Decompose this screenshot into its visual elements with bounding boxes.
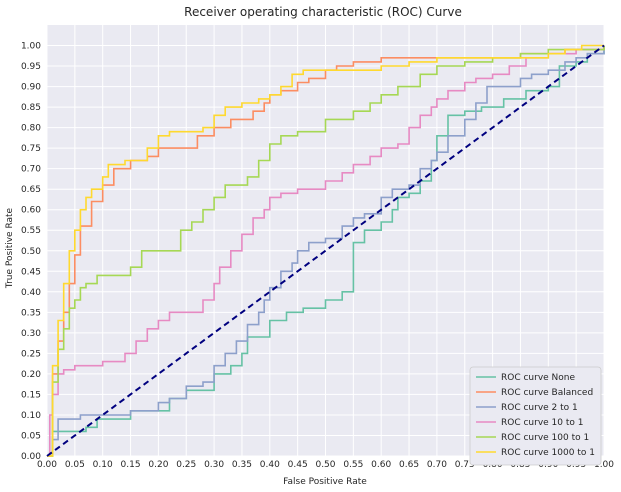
legend-label: ROC curve 100 to 1 (501, 433, 589, 443)
diagonal-reference-line (46, 44, 605, 457)
y-tick-label: 0.80 (21, 124, 41, 134)
y-tick-label: 1.00 (21, 42, 41, 52)
x-tick-label: 0.15 (121, 460, 141, 470)
y-tick-label: 0.95 (21, 62, 41, 72)
x-tick-label: 0.40 (260, 460, 280, 470)
x-tick-label: 0.00 (37, 460, 57, 470)
legend-label: ROC curve 2 to 1 (501, 403, 578, 413)
y-tick-label: 0.55 (21, 226, 41, 236)
x-tick-label: 0.55 (343, 460, 363, 470)
y-tick-label: 0.60 (21, 206, 41, 216)
y-tick-label: 0.50 (21, 247, 41, 257)
x-tick-label: 0.30 (204, 460, 224, 470)
x-tick-label: 0.65 (399, 460, 419, 470)
x-tick-label: 0.60 (371, 460, 391, 470)
roc-series-line (47, 45, 605, 457)
legend-label: ROC curve Balanced (501, 388, 593, 398)
y-tick-label: 0.25 (21, 349, 41, 359)
x-tick-label: 1.00 (594, 460, 614, 470)
roc-series-line (47, 45, 605, 457)
roc-series-line (47, 45, 605, 457)
y-tick-label: 0.75 (21, 144, 41, 154)
legend-label: ROC curve 1000 to 1 (501, 448, 595, 458)
y-tick-label: 0.90 (21, 83, 41, 93)
x-tick-label: 0.45 (288, 460, 308, 470)
x-tick-label: 0.70 (427, 460, 447, 470)
chart-title: Receiver operating characteristic (ROC) … (184, 5, 462, 19)
y-tick-label: 0.65 (21, 185, 41, 195)
roc-series-line (47, 45, 605, 457)
y-tick-label: 0.70 (21, 165, 41, 175)
y-tick-label: 0.30 (21, 329, 41, 339)
y-tick-label: 0.10 (21, 411, 41, 421)
x-tick-label: 0.50 (315, 460, 335, 470)
legend-label: ROC curve None (501, 373, 576, 383)
x-tick-label: 0.10 (93, 460, 113, 470)
y-tick-label: 0.85 (21, 103, 41, 113)
x-tick-label: 0.75 (455, 460, 475, 470)
y-axis-ticks: 0.00 0.05 0.10 0.15 0.20 0.25 0.30 0.35 0.40 0.45… (21, 42, 41, 462)
roc-series-line (47, 45, 605, 457)
y-tick-label: 0.35 (21, 308, 41, 318)
y-tick-label: 0.45 (21, 267, 41, 277)
legend: ROC curve None ROC curve Balanced ROC curv… (469, 366, 602, 466)
y-tick-label: 0.40 (21, 288, 41, 298)
x-axis-label: False Positive Rate (283, 477, 367, 487)
y-axis-label: True Positive Rate (5, 207, 15, 289)
y-tick-label: 0.05 (21, 431, 41, 441)
legend-box (469, 366, 602, 466)
x-tick-label: 0.25 (176, 460, 196, 470)
y-tick-label: 0.00 (21, 452, 41, 462)
roc-series-line (47, 44, 604, 457)
series-lines (46, 44, 605, 457)
x-tick-label: 0.35 (232, 460, 252, 470)
y-tick-label: 0.20 (21, 370, 41, 380)
legend-label: ROC curve 10 to 1 (501, 418, 584, 428)
x-tick-label: 0.05 (65, 460, 85, 470)
x-tick-label: 0.20 (148, 460, 168, 470)
y-tick-label: 0.15 (21, 390, 41, 400)
